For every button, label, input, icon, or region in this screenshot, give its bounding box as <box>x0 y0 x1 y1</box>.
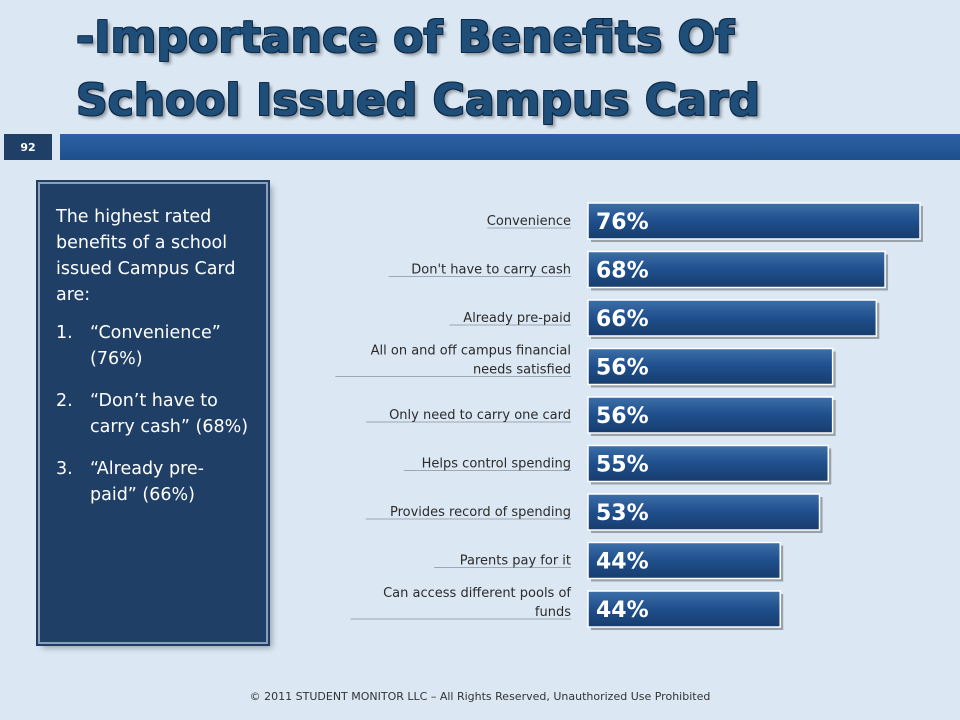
bar <box>587 541 781 580</box>
bar <box>587 202 921 240</box>
data-label: 56% <box>596 356 649 381</box>
category-label: Can access different pools of funds <box>383 586 571 620</box>
summary-panel: The highest rated benefits of a school i… <box>38 182 268 644</box>
bar <box>587 590 781 628</box>
bar <box>587 444 830 483</box>
category-label: All on and off campus financial needs sat… <box>371 344 571 378</box>
data-label: 44% <box>596 598 649 623</box>
summary-list: 1. “Convenience” (76%) 2. “Don’t have to… <box>56 320 250 508</box>
copyright-footer: © 2011 STUDENT MONITOR LLC – All Rights … <box>249 690 711 703</box>
summary-item-text: “Don’t have to carry cash” (68%) <box>90 391 249 437</box>
category-label: Convenience <box>487 214 571 229</box>
category-label: Already pre-paid <box>463 311 571 326</box>
page-number-badge: 92 <box>4 134 52 160</box>
data-label: 44% <box>596 550 649 575</box>
category-label: Provides record of spending <box>390 505 571 520</box>
bar <box>587 347 834 386</box>
summary-item-number: 2. <box>56 391 73 411</box>
slide-title-line-2: School Issued Campus Card <box>76 75 761 126</box>
summary-item-number: 1. <box>56 323 73 343</box>
summary-item-text: “Convenience” (76%) <box>90 323 221 369</box>
category-label: Only need to carry one card <box>389 408 571 423</box>
bar <box>587 250 886 289</box>
summary-item-number: 3. <box>56 459 73 479</box>
data-label: 68% <box>596 259 649 284</box>
header-accent-bar <box>60 134 960 160</box>
summary-item: 2. “Don’t have to carry cash” (68%) <box>56 388 250 440</box>
slide-title-line-1: -Importance of Benefits Of <box>76 12 735 63</box>
data-label: 76% <box>596 210 649 235</box>
category-label: Helps control spending <box>422 457 571 472</box>
summary-item: 1. “Convenience” (76%) <box>56 320 250 372</box>
summary-intro: The highest rated benefits of a school i… <box>56 207 236 305</box>
category-label: Parents pay for it <box>460 554 571 569</box>
data-label: 56% <box>596 404 649 429</box>
category-label: Don't have to carry cash <box>411 263 571 278</box>
bar <box>587 493 821 531</box>
summary-item-text: “Already pre-paid” (66%) <box>90 459 204 505</box>
summary-item: 3. “Already pre-paid” (66%) <box>56 456 250 508</box>
data-label: 66% <box>596 307 649 332</box>
data-label: 55% <box>596 453 649 478</box>
bar <box>587 299 878 337</box>
data-label: 53% <box>596 501 649 526</box>
bar <box>587 396 834 434</box>
